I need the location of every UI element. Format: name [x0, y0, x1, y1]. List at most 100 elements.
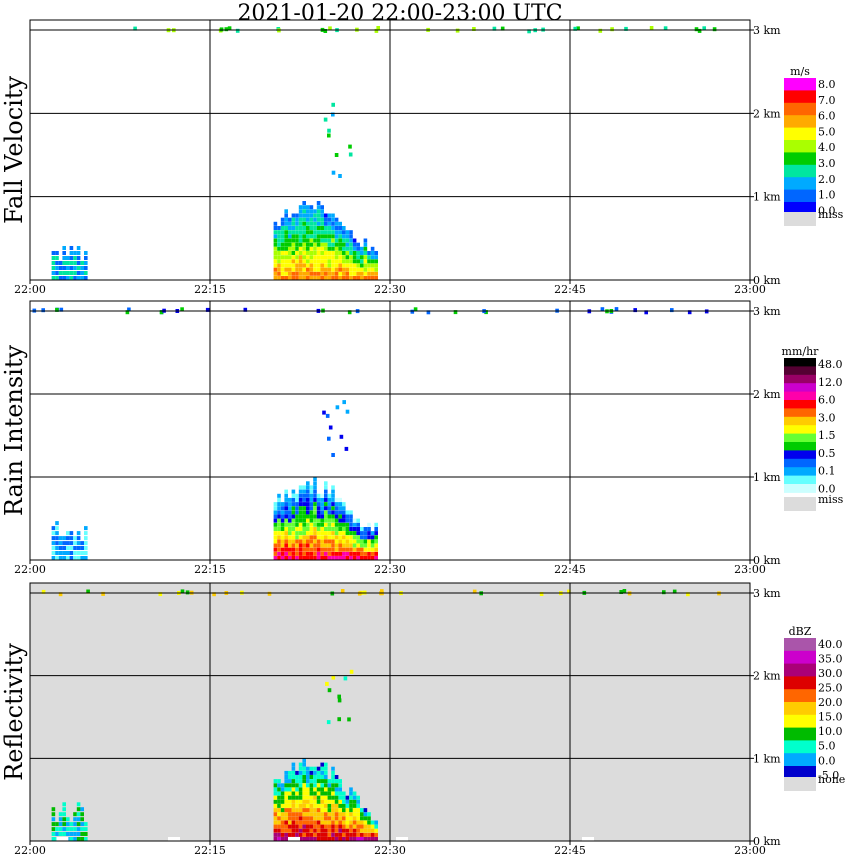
data-cell [298, 271, 303, 276]
data-cell [306, 514, 310, 519]
data-cell [309, 213, 314, 218]
data-cell [291, 832, 296, 837]
data-cell [280, 799, 285, 804]
data-cell [345, 795, 350, 800]
data-cell [327, 832, 332, 837]
data-cell [363, 259, 368, 264]
data-cell [58, 551, 63, 555]
data-cell [306, 276, 310, 280]
data-cell [158, 592, 163, 597]
data-cell [298, 205, 303, 210]
data-cell [277, 556, 281, 560]
data-cell [334, 518, 339, 523]
data-cell [331, 837, 335, 841]
data-cell [51, 551, 56, 555]
data-cell [349, 522, 353, 527]
y-tick-label: 0 km [753, 835, 781, 848]
data-cell [73, 837, 77, 841]
data-cell [334, 255, 339, 260]
data-cell [316, 547, 321, 552]
data-cell [284, 506, 288, 511]
data-cell [337, 698, 342, 703]
data-cell [327, 226, 332, 230]
data-cell [327, 791, 332, 796]
data-cell [345, 510, 350, 515]
data-cell [291, 489, 296, 494]
data-cell [313, 477, 317, 482]
data-cell [277, 539, 281, 544]
data-cell [331, 276, 335, 280]
data-cell [309, 816, 314, 821]
data-cell [273, 522, 278, 527]
data-cell [349, 531, 353, 536]
data-cell [320, 493, 324, 498]
data-cell [313, 551, 317, 556]
colorbar-swatch [784, 391, 816, 401]
data-cell [327, 267, 332, 272]
data-cell [302, 547, 306, 552]
data-cell [55, 526, 59, 531]
data-cell [327, 251, 332, 255]
data-cell [51, 832, 56, 836]
data-cell [309, 531, 314, 536]
data-cell [313, 522, 317, 527]
data-cell [309, 255, 314, 260]
data-cell [349, 551, 353, 556]
data-cell [302, 791, 306, 796]
data-cell [327, 276, 332, 280]
data-cell [277, 816, 281, 821]
data-cell [76, 837, 81, 841]
data-cell [324, 246, 328, 251]
data-cell [309, 527, 314, 531]
data-cell [313, 799, 317, 804]
data-cell [324, 221, 328, 226]
data-cell [316, 213, 321, 218]
data-cell [320, 820, 324, 825]
data-cell [306, 816, 310, 821]
data-cell [298, 485, 303, 490]
data-cell [662, 590, 666, 595]
colorbar-swatch [784, 425, 816, 435]
data-cell [51, 536, 56, 541]
data-cell [370, 255, 375, 260]
data-cell [302, 803, 306, 808]
data-cell [324, 263, 328, 268]
data-cell [327, 799, 332, 804]
data-cell [66, 822, 70, 827]
data-cell [338, 234, 342, 239]
data-cell [313, 816, 317, 821]
data-cell [356, 527, 360, 531]
data-cell [284, 502, 288, 507]
data-cell [80, 837, 84, 841]
data-cell [345, 820, 350, 825]
data-cell [313, 276, 317, 280]
data-cell [331, 803, 335, 808]
data-cell [298, 238, 303, 243]
data-cell [324, 556, 328, 560]
data-cell [363, 531, 368, 536]
colorbar-label: 0.0 [818, 754, 836, 767]
data-cell [573, 26, 577, 31]
data-cell [284, 217, 288, 222]
data-cell [284, 238, 288, 243]
data-cell [84, 531, 88, 536]
data-cell [302, 514, 306, 519]
colorbar-label: 4.0 [818, 141, 836, 154]
data-cell [313, 238, 317, 243]
data-cell [76, 827, 81, 832]
data-cell [324, 230, 328, 235]
data-cell [291, 271, 296, 276]
data-cell [291, 255, 296, 260]
data-cell [367, 816, 371, 821]
colorbar-label: 8.0 [818, 78, 836, 91]
data-cell [280, 812, 285, 817]
data-cell [291, 766, 296, 771]
data-cell [370, 556, 375, 560]
data-cell [410, 309, 415, 314]
data-cell [84, 251, 88, 255]
data-cell [327, 795, 332, 800]
data-cell [316, 803, 321, 808]
data-cell [313, 543, 317, 548]
data-cell [41, 589, 46, 594]
data-cell [280, 783, 285, 788]
